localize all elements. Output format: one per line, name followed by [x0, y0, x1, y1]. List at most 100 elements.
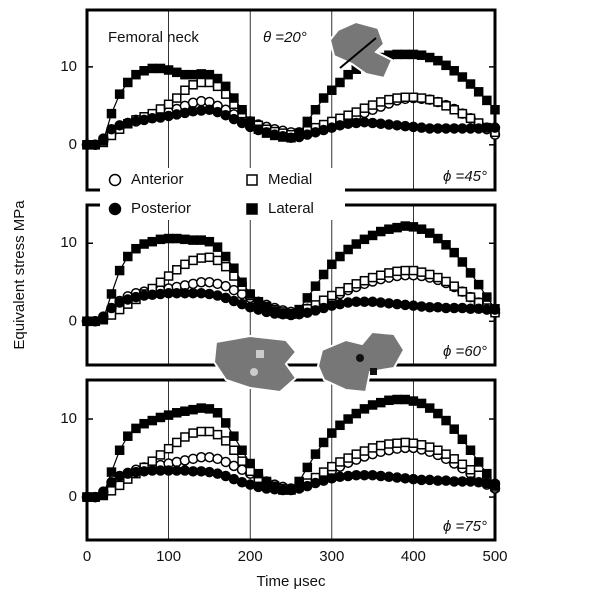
marker — [196, 77, 206, 88]
marker — [106, 467, 117, 477]
legend-marker — [246, 174, 258, 186]
marker — [196, 426, 206, 437]
marker — [90, 492, 100, 502]
marker — [343, 244, 353, 255]
marker — [376, 397, 386, 408]
marker — [351, 239, 362, 249]
y-tick-label: 10 — [60, 58, 77, 75]
marker — [180, 234, 190, 245]
marker — [408, 92, 419, 103]
marker — [163, 443, 174, 454]
medial-dot — [256, 350, 264, 358]
marker — [384, 268, 394, 278]
marker — [310, 104, 321, 115]
marker — [351, 107, 362, 117]
marker — [424, 52, 435, 63]
marker — [212, 242, 223, 252]
marker — [359, 446, 370, 456]
marker — [441, 276, 451, 287]
marker — [131, 69, 141, 80]
y-tick-label: 0 — [69, 136, 77, 153]
marker — [123, 77, 133, 88]
marker — [106, 123, 117, 135]
marker — [180, 432, 190, 442]
marker — [318, 437, 329, 448]
marker — [343, 282, 353, 293]
marker — [465, 292, 476, 302]
marker — [237, 277, 247, 288]
x-tick-label: 100 — [156, 548, 181, 565]
marker — [98, 314, 109, 324]
legend-label: Anterior — [131, 171, 184, 188]
marker — [441, 415, 451, 426]
marker — [327, 461, 337, 472]
marker — [188, 404, 198, 415]
marker — [473, 457, 484, 467]
marker — [376, 226, 386, 237]
marker — [220, 436, 231, 446]
marker — [163, 233, 174, 244]
marker — [367, 100, 378, 110]
marker — [106, 302, 117, 314]
marker — [392, 222, 402, 233]
marker — [204, 236, 215, 247]
marker — [433, 408, 443, 419]
marker — [286, 133, 296, 143]
marker — [172, 408, 182, 418]
marker — [220, 109, 231, 121]
marker — [408, 222, 419, 232]
marker — [433, 233, 443, 244]
marker — [229, 445, 239, 455]
marker — [482, 468, 492, 479]
marker — [106, 476, 117, 488]
anterior-dot — [250, 368, 258, 376]
marker — [351, 449, 362, 459]
legend-marker — [246, 203, 258, 215]
marker — [220, 89, 231, 99]
marker — [465, 268, 476, 278]
marker — [400, 265, 410, 276]
marker — [433, 445, 443, 455]
legend-marker — [108, 202, 122, 216]
marker — [106, 108, 117, 119]
marker — [359, 234, 370, 245]
bone-section — [212, 334, 298, 394]
marker — [172, 233, 182, 244]
y-tick-label: 10 — [60, 410, 77, 427]
marker — [229, 431, 239, 441]
x-axis-label: Time μsec — [257, 573, 326, 590]
x-tick-label: 400 — [401, 548, 426, 565]
marker — [98, 489, 109, 500]
marker — [449, 247, 459, 258]
marker — [237, 104, 247, 115]
marker — [106, 486, 117, 496]
marker — [327, 85, 337, 96]
marker — [98, 136, 109, 146]
marker — [245, 458, 255, 469]
marker — [163, 65, 174, 75]
marker — [155, 104, 166, 114]
marker — [359, 103, 370, 113]
legend-label: Posterior — [131, 200, 191, 217]
marker — [392, 394, 402, 405]
marker — [424, 269, 435, 280]
marker — [400, 394, 410, 405]
marker — [278, 485, 288, 495]
marker — [229, 263, 239, 273]
marker — [465, 113, 476, 124]
marker — [367, 400, 378, 410]
marker — [172, 437, 182, 448]
marker — [335, 77, 345, 88]
marker — [424, 442, 435, 452]
marker — [335, 457, 345, 467]
marker — [392, 266, 402, 277]
marker — [212, 73, 223, 84]
legend-label: Lateral — [268, 200, 314, 217]
marker — [416, 398, 427, 409]
marker — [302, 116, 313, 127]
marker — [278, 308, 288, 319]
marker — [188, 80, 198, 90]
marker — [269, 482, 280, 492]
marker — [261, 302, 272, 312]
posterior-dot — [356, 354, 364, 362]
